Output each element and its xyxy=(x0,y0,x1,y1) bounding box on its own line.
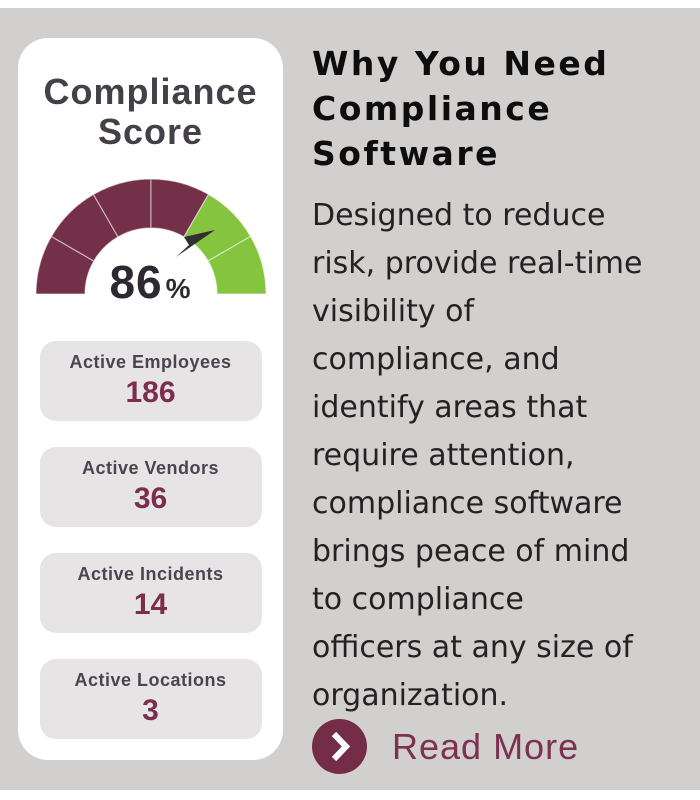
stat-label: Active Vendors xyxy=(81,458,220,478)
read-more-link[interactable]: Read More xyxy=(312,719,579,774)
gauge-needle-icon xyxy=(175,230,215,257)
gauge-score-unit: % xyxy=(165,273,192,304)
stats-list: Active Employees 186 Active Vendors 36 A… xyxy=(18,341,283,739)
compliance-score-card: Compliance Score 86% Active Employees 18… xyxy=(18,38,283,760)
stat-label: Active Incidents xyxy=(77,564,224,584)
stat-active-employees: Active Employees 186 xyxy=(39,341,262,421)
gauge-score-value: 86 xyxy=(109,256,163,308)
read-more-label[interactable]: Read More xyxy=(392,725,580,767)
gauge-chart xyxy=(34,178,267,295)
compliance-gauge: 86% xyxy=(34,176,267,308)
read-more-arrow-icon[interactable] xyxy=(312,719,367,774)
chevron-right-icon xyxy=(331,731,351,762)
stat-active-locations: Active Locations 3 xyxy=(39,659,262,739)
stat-label: Active Employees xyxy=(69,352,232,372)
gauge-arc-segments xyxy=(34,178,267,295)
gauge-score: 86% xyxy=(35,255,267,309)
stat-active-incidents: Active Incidents 14 xyxy=(39,553,262,633)
stat-value: 186 xyxy=(125,376,176,409)
stat-value: 36 xyxy=(133,482,168,515)
background-panel: Compliance Score 86% Active Employees 18… xyxy=(0,8,700,790)
stat-value: 14 xyxy=(133,588,168,621)
stat-label: Active Locations xyxy=(74,670,227,690)
article-content: Why You Need Compliance Software Designe… xyxy=(312,41,700,720)
article-body: Designed to reduce risk, provide real-ti… xyxy=(312,198,643,713)
stat-value: 3 xyxy=(142,694,159,727)
stat-active-vendors: Active Vendors 36 xyxy=(39,447,262,527)
card-title: Compliance Score xyxy=(43,71,258,152)
article-title: Why You Need Compliance Software xyxy=(312,44,610,173)
